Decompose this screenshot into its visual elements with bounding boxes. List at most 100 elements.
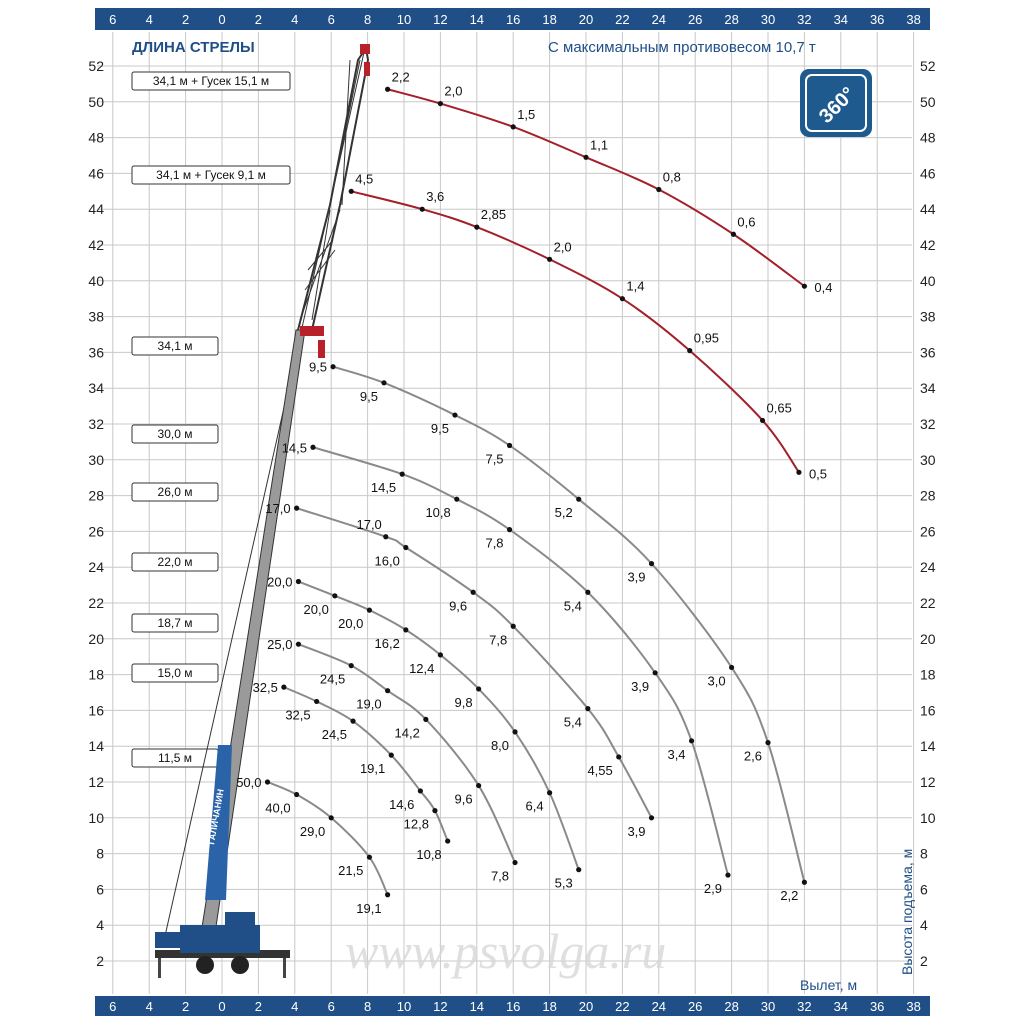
x-tick-label-bottom: 0 — [218, 999, 225, 1014]
x-tick-label-bottom: 22 — [615, 999, 629, 1014]
load-label: 0,6 — [737, 214, 755, 229]
boom-length-box: 34,1 м + Гусек 9,1 м — [131, 165, 291, 185]
crane-illustration: ГАЛИЧАНИН — [155, 44, 370, 978]
load-point — [445, 838, 451, 844]
load-curve-line — [312, 446, 729, 876]
load-point — [388, 752, 394, 758]
boom-length-box: 15,0 м — [131, 663, 219, 683]
y-tick-label-right: 30 — [920, 452, 936, 468]
load-curve-line — [298, 580, 580, 871]
load-label: 5,3 — [555, 876, 573, 891]
load-label: 3,9 — [627, 824, 645, 839]
load-point — [328, 815, 334, 821]
load-point — [330, 364, 336, 370]
rotation-360-badge: 360° — [800, 69, 872, 137]
boom-length-box-frame — [131, 71, 291, 91]
y-tick-label-right: 50 — [920, 94, 936, 110]
load-label: 3,0 — [708, 673, 726, 688]
y-tick-label-left: 50 — [88, 94, 104, 110]
load-label: 14,5 — [282, 440, 307, 455]
load-point — [348, 663, 354, 669]
load-point — [801, 879, 808, 885]
load-label: 14,2 — [395, 725, 420, 740]
load-curve-boom: 9,5 9,5 9,5 7,5 5,2 3,9 3,0 2,6 2,2 — [309, 360, 808, 903]
load-point — [437, 100, 443, 107]
x-tick-label-bottom: 18 — [542, 999, 556, 1014]
x-tick-label-top: 10 — [397, 12, 411, 27]
load-point — [403, 627, 409, 633]
x-tick-label-top: 2 — [182, 12, 189, 27]
y-axis-label: Высота подъема, м — [899, 849, 915, 975]
boom-length-labels: 34,1 м + Гусек 15,1 м 34,1 м + Гусек 9,1 … — [131, 71, 291, 768]
x-tick-label-top: 18 — [542, 12, 556, 27]
x-tick-label-bottom: 24 — [652, 999, 666, 1014]
y-tick-label-left: 18 — [88, 667, 104, 683]
load-curve-boom: 17,0 17,0 16,0 9,6 7,8 5,4 4,55 3,9 — [265, 501, 655, 839]
load-label: 17,0 — [265, 501, 290, 516]
load-point — [350, 718, 356, 724]
load-curve-boom: 14,5 14,5 10,8 7,8 5,4 3,9 3,4 2,9 — [282, 440, 731, 896]
load-label: 0,4 — [814, 280, 832, 295]
x-tick-label-top: 8 — [364, 12, 371, 27]
load-point — [474, 224, 480, 230]
y-tick-label-left: 22 — [88, 595, 104, 611]
load-curve-boom: 50,0 40,0 29,0 21,5 19,1 — [236, 775, 391, 916]
load-label: 20,0 — [267, 575, 292, 590]
load-point — [470, 589, 476, 595]
y-tick-label-right: 2 — [920, 953, 928, 969]
load-label: 40,0 — [265, 801, 290, 816]
y-tick-label-right: 34 — [920, 380, 936, 396]
load-point — [310, 444, 316, 450]
load-label: 5,4 — [564, 598, 582, 613]
boom-length-box-frame — [131, 482, 219, 502]
load-label: 20,0 — [338, 616, 363, 631]
y-tick-label-right: 4 — [920, 917, 928, 933]
x-tick-label-top: 4 — [146, 12, 153, 27]
load-curve-line — [387, 88, 805, 287]
y-tick-label-left: 52 — [88, 58, 104, 74]
load-label: 3,4 — [667, 747, 685, 762]
load-point — [652, 670, 658, 676]
y-tick-label-right: 52 — [920, 58, 936, 74]
load-label: 1,5 — [517, 107, 535, 122]
load-label: 2,0 — [444, 84, 462, 99]
load-point — [366, 607, 373, 613]
y-tick-label-right: 32 — [920, 416, 936, 432]
x-tick-labels: 6644220022446688101012121414161618182020… — [109, 12, 921, 1014]
load-point — [383, 534, 389, 540]
boom-length-box-label: 18,7 м — [158, 616, 193, 630]
load-point — [512, 729, 518, 735]
x-tick-label-top: 4 — [291, 12, 298, 27]
y-tick-label-left: 20 — [88, 631, 104, 647]
load-point — [585, 706, 591, 712]
y-tick-label-left: 32 — [88, 416, 104, 432]
y-tick-label-right: 28 — [920, 488, 936, 504]
load-label: 2,6 — [744, 749, 762, 764]
load-label: 8,0 — [491, 738, 509, 753]
y-tick-label-left: 38 — [88, 309, 104, 325]
load-point — [381, 380, 387, 386]
boom-length-box-frame — [131, 336, 219, 356]
boom-length-box-frame — [131, 424, 219, 444]
y-tick-label-right: 18 — [920, 667, 936, 683]
load-point — [585, 589, 591, 595]
load-point — [656, 186, 662, 193]
load-curves: 2,2 2,0 1,5 1,1 0,8 0,6 0,4 4,5 3,6 2,85 2,0 1,4 0,9… — [236, 69, 832, 916]
load-point — [506, 527, 513, 533]
y-tick-label-right: 16 — [920, 702, 936, 718]
y-tick-label-left: 42 — [88, 237, 104, 253]
boom-length-box: 22,0 м — [131, 552, 219, 572]
load-label: 16,0 — [375, 554, 400, 569]
x-tick-label-bottom: 36 — [870, 999, 884, 1014]
load-point — [512, 859, 518, 866]
load-label: 19,1 — [360, 761, 385, 776]
y-tick-label-right: 22 — [920, 595, 936, 611]
load-label: 9,5 — [431, 421, 449, 436]
top-axis-bar — [95, 8, 930, 30]
boom-length-box-frame — [131, 552, 219, 572]
y-tick-label-left: 16 — [88, 702, 104, 718]
y-tick-label-left: 48 — [88, 130, 104, 146]
load-label: 6,4 — [526, 799, 544, 814]
load-point — [576, 496, 582, 502]
y-tick-label-right: 40 — [920, 273, 936, 289]
